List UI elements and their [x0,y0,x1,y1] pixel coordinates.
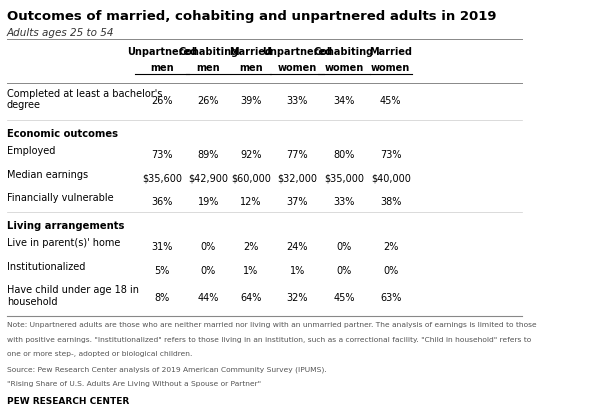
Text: Economic outcomes: Economic outcomes [7,129,117,139]
Text: 44%: 44% [198,292,219,302]
Text: 0%: 0% [336,242,352,252]
Text: Unpartnered: Unpartnered [127,47,197,57]
Text: 5%: 5% [154,265,170,275]
Text: women: women [277,63,317,73]
Text: $35,000: $35,000 [324,173,364,183]
Text: 63%: 63% [380,292,401,302]
Text: Completed at least a bachelor's: Completed at least a bachelor's [7,88,162,98]
Text: 12%: 12% [240,197,262,206]
Text: Married: Married [369,47,412,57]
Text: $32,000: $32,000 [277,173,317,183]
Text: 1%: 1% [289,265,305,275]
Text: 8%: 8% [155,292,170,302]
Text: men: men [239,63,262,73]
Text: Married: Married [229,47,273,57]
Text: 33%: 33% [286,96,308,106]
Text: men: men [196,63,220,73]
Text: Institutionalized: Institutionalized [7,261,85,271]
Text: 33%: 33% [333,197,355,206]
Text: one or more step-, adopted or biological children.: one or more step-, adopted or biological… [7,351,192,356]
Text: 31%: 31% [151,242,173,252]
Text: 77%: 77% [286,150,308,160]
Text: 0%: 0% [201,265,216,275]
Text: 0%: 0% [201,242,216,252]
Text: 26%: 26% [151,96,173,106]
Text: Adults ages 25 to 54: Adults ages 25 to 54 [7,28,114,38]
Text: 73%: 73% [380,150,401,160]
Text: "Rising Share of U.S. Adults Are Living Without a Spouse or Partner": "Rising Share of U.S. Adults Are Living … [7,380,261,386]
Text: Note: Unpartnered adults are those who are neither married nor living with an un: Note: Unpartnered adults are those who a… [7,321,536,327]
Text: Source: Pew Research Center analysis of 2019 American Community Survey (IPUMS).: Source: Pew Research Center analysis of … [7,365,326,372]
Text: 32%: 32% [286,292,308,302]
Text: 2%: 2% [383,242,398,252]
Text: 64%: 64% [240,292,262,302]
Text: men: men [150,63,174,73]
Text: household: household [7,296,57,306]
Text: Outcomes of married, cohabiting and unpartnered adults in 2019: Outcomes of married, cohabiting and unpa… [7,10,496,24]
Text: 36%: 36% [151,197,173,206]
Text: women: women [324,63,364,73]
Text: $42,900: $42,900 [188,173,228,183]
Text: 38%: 38% [380,197,401,206]
Text: Median earnings: Median earnings [7,169,88,179]
Text: 24%: 24% [286,242,308,252]
Text: 0%: 0% [336,265,352,275]
Text: 92%: 92% [240,150,262,160]
Text: $60,000: $60,000 [231,173,271,183]
Text: degree: degree [7,100,41,110]
Text: Have child under age 18 in: Have child under age 18 in [7,285,138,294]
Text: Financially vulnerable: Financially vulnerable [7,192,113,202]
Text: women: women [371,63,410,73]
Text: $40,000: $40,000 [371,173,411,183]
Text: PEW RESEARCH CENTER: PEW RESEARCH CENTER [7,396,129,405]
Text: 37%: 37% [286,197,308,206]
Text: 1%: 1% [243,265,258,275]
Text: 19%: 19% [198,197,219,206]
Text: 89%: 89% [198,150,219,160]
Text: 34%: 34% [333,96,355,106]
Text: Employed: Employed [7,146,55,156]
Text: Live in parent(s)' home: Live in parent(s)' home [7,238,120,248]
Text: $35,600: $35,600 [142,173,182,183]
Text: 2%: 2% [243,242,259,252]
Text: 45%: 45% [333,292,355,302]
Text: 73%: 73% [151,150,173,160]
Text: with positive earnings. "Institutionalized" refers to those living in an institu: with positive earnings. "Institutionaliz… [7,336,531,342]
Text: 0%: 0% [383,265,398,275]
Text: 45%: 45% [380,96,401,106]
Text: 39%: 39% [240,96,262,106]
Text: Cohabiting: Cohabiting [178,47,238,57]
Text: Living arrangements: Living arrangements [7,221,124,231]
Text: 80%: 80% [333,150,355,160]
Text: 26%: 26% [198,96,219,106]
Text: Unpartnered: Unpartnered [262,47,332,57]
Text: Cohabiting: Cohabiting [314,47,374,57]
